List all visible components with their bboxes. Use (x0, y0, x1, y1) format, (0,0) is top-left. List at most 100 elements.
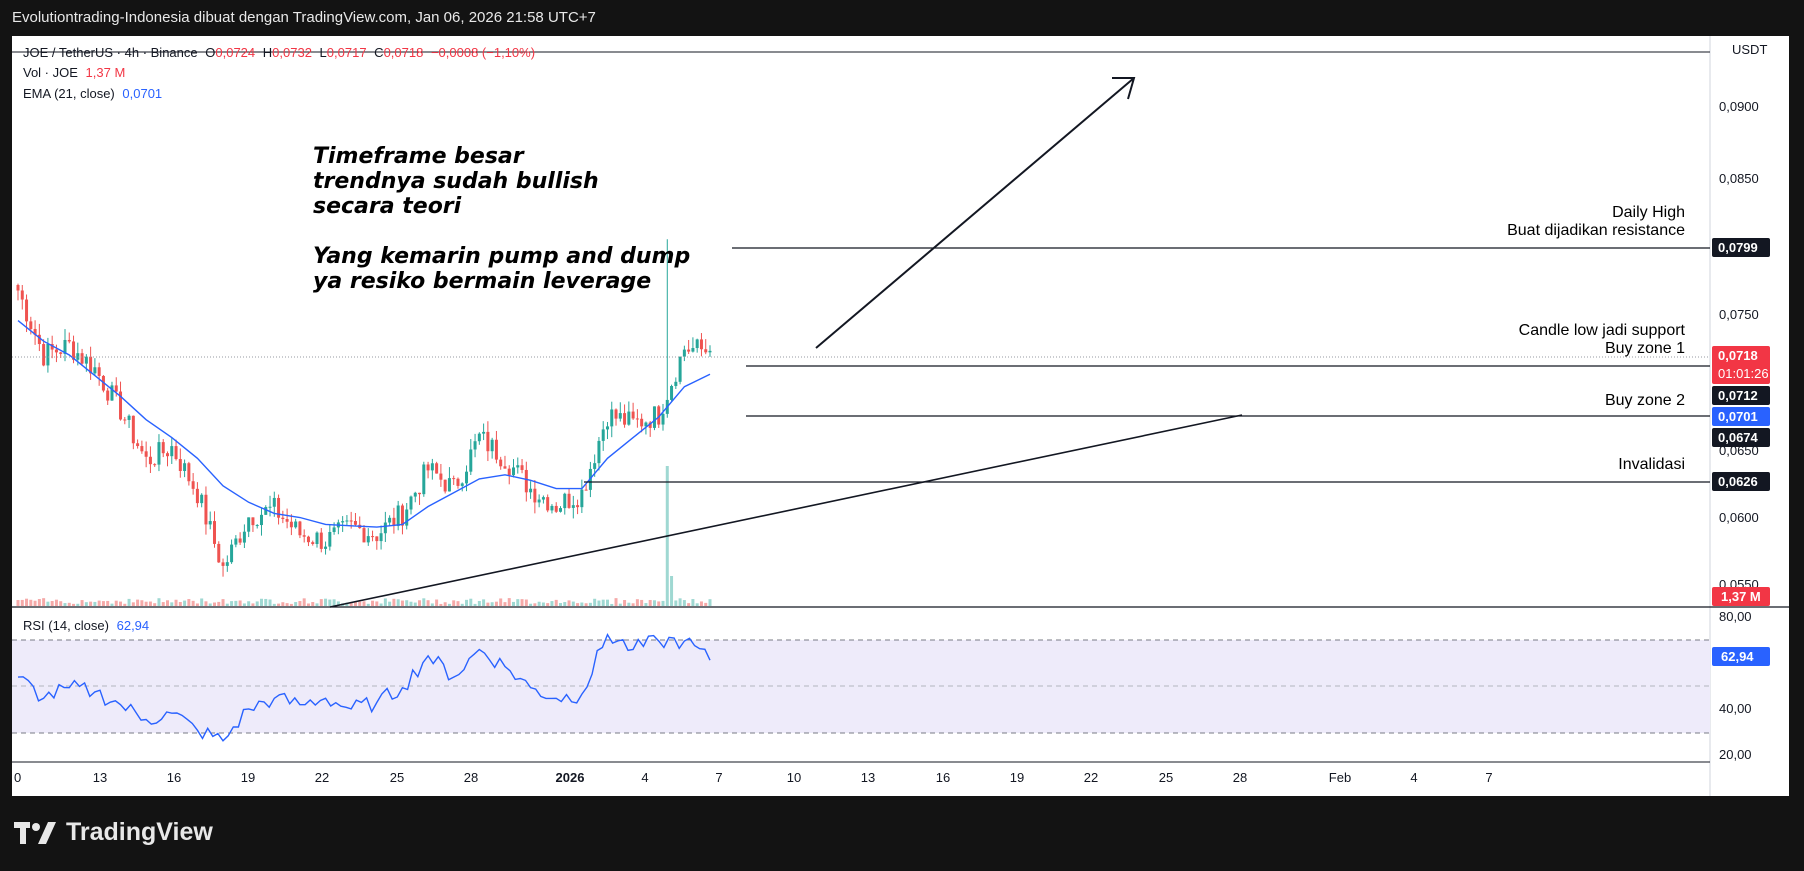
volume-bar (157, 598, 161, 606)
candle-body (366, 536, 370, 543)
legend-volume[interactable]: Vol · JOE 1,37 M (23, 65, 129, 80)
candle-body (46, 343, 50, 366)
volume-bar (554, 599, 558, 606)
annotation-daily-high[interactable]: Daily High Buat dijadikan resistance (1507, 204, 1685, 240)
candle-body (699, 339, 703, 350)
volume-bar (699, 601, 703, 606)
legend-symbol[interactable]: JOE / TetherUS · 4h · Binance (23, 45, 198, 60)
volume-bar (465, 599, 469, 606)
annotation-buy-zone-2[interactable]: Buy zone 2 (1604, 392, 1685, 409)
annotation-invalidation[interactable]: Invalidasi (1618, 456, 1685, 473)
volume-bar (477, 600, 481, 606)
volume-bar (597, 600, 601, 606)
volume-bar (546, 603, 550, 606)
candle-body (208, 521, 212, 525)
candle-body (144, 451, 148, 457)
candle-body (375, 536, 379, 542)
time-label: 4 (1410, 770, 1417, 785)
candle-body (234, 538, 238, 545)
volume-bar (580, 602, 584, 606)
note-line: secara teori (313, 194, 462, 219)
time-label: 13 (93, 770, 107, 785)
legend-vol-label: Vol · JOE (23, 65, 78, 80)
candle-body (593, 463, 597, 469)
candle-body (383, 522, 387, 534)
volume-bar (349, 602, 353, 606)
volume-bar (439, 603, 443, 606)
volume-bar (302, 598, 306, 606)
candle-body (93, 367, 97, 374)
volume-bar (490, 602, 494, 606)
volume-bar (520, 599, 524, 606)
candle-body (486, 431, 490, 452)
candle-body (456, 478, 460, 486)
legend-rsi[interactable]: RSI (14, close) 62,94 (23, 618, 153, 633)
volume-bar (708, 599, 712, 606)
candle-body (349, 520, 353, 522)
candle-body (618, 413, 622, 419)
tag-buy1-bg (1712, 386, 1770, 405)
volume-bar (588, 602, 592, 606)
volume-bar (567, 600, 571, 606)
annotation-line: Candle low jadi support (1518, 322, 1685, 339)
candle-body (631, 411, 635, 419)
candle-body (106, 390, 110, 401)
candle-body (567, 493, 571, 508)
annotation-support[interactable]: Candle low jadi support Buy zone 1 (1519, 322, 1685, 358)
candle-body (289, 521, 293, 528)
volume-bar (379, 603, 383, 606)
volume-bar (255, 601, 259, 606)
legend-change: −0,0008 (−1,10%) (430, 45, 536, 60)
legend-ema[interactable]: EMA (21, close) 0,0701 (23, 86, 166, 101)
volume-bar (537, 601, 541, 606)
candle-body (345, 520, 349, 522)
volume-bar (264, 598, 268, 606)
candle-body (131, 415, 135, 444)
volume-bar (131, 602, 135, 606)
candle-body (409, 496, 413, 510)
chart-canvas[interactable]: USDT 0,0900 0,0850 0,0750 0,0650 0,0600 … (12, 36, 1789, 796)
candle-body (89, 356, 93, 374)
tag-last-bg (1712, 346, 1770, 384)
time-label: 10 (787, 770, 801, 785)
volume-bar (695, 603, 699, 606)
candle-body (212, 521, 216, 544)
candle-body (507, 468, 511, 476)
tradingview-logo[interactable]: TradingView (14, 818, 213, 847)
candle-body (33, 328, 37, 335)
candle-body (614, 409, 618, 419)
volume-bar (328, 599, 332, 606)
volume-bar (507, 598, 511, 606)
trendline (329, 414, 1243, 608)
candle-body (294, 521, 298, 528)
candle-body (37, 334, 41, 345)
volume-bar (392, 598, 396, 606)
candle-body (285, 519, 289, 522)
volume-bar (447, 603, 451, 606)
candle-body (123, 419, 127, 421)
candle-body (225, 562, 229, 566)
volume-bar (460, 603, 464, 606)
volume-bar (225, 603, 229, 606)
volume-bar (259, 598, 263, 606)
volume-bar (16, 600, 20, 606)
candle-body (20, 290, 24, 300)
time-label: 2026 (556, 770, 585, 785)
volume-bar (336, 601, 340, 606)
candle-body (682, 349, 686, 357)
candle-body (328, 532, 332, 547)
volume-bar (268, 599, 272, 606)
tag-buy1: 0,0712 (1718, 388, 1758, 403)
chart-area[interactable]: USDT 0,0900 0,0850 0,0750 0,0650 0,0600 … (12, 36, 1789, 796)
candle-body (140, 446, 144, 452)
volume-bar (644, 603, 648, 606)
note-text[interactable]: Timeframe besar trendnya sudah bullish s… (313, 144, 690, 294)
volume-bar (136, 599, 140, 606)
time-label: 25 (390, 770, 404, 785)
time-label: 13 (861, 770, 875, 785)
tag-ema: 0,0701 (1718, 409, 1758, 424)
volume-bar (499, 598, 503, 606)
time-label: 16 (936, 770, 950, 785)
candle-body (687, 349, 691, 352)
legend-vol-value: 1,37 M (85, 65, 126, 80)
